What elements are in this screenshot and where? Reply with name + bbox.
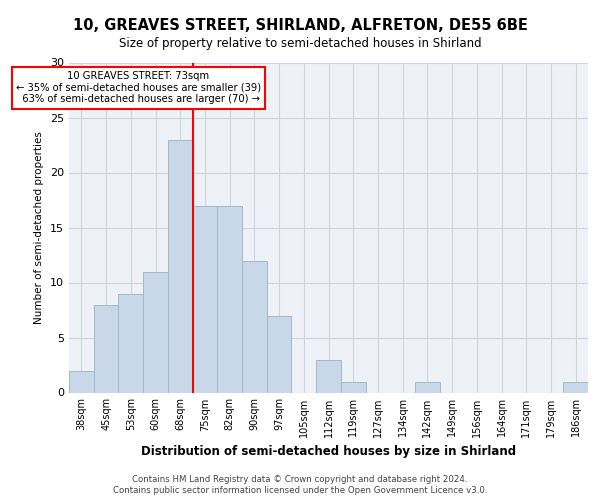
Bar — [168, 140, 193, 392]
Bar — [143, 272, 168, 392]
Bar — [118, 294, 143, 392]
Bar — [341, 382, 365, 392]
Text: Size of property relative to semi-detached houses in Shirland: Size of property relative to semi-detach… — [119, 38, 481, 51]
Bar — [316, 360, 341, 392]
Bar — [69, 370, 94, 392]
X-axis label: Distribution of semi-detached houses by size in Shirland: Distribution of semi-detached houses by … — [141, 445, 516, 458]
Text: Contains HM Land Registry data © Crown copyright and database right 2024.: Contains HM Land Registry data © Crown c… — [132, 475, 468, 484]
Bar — [242, 260, 267, 392]
Text: 10 GREAVES STREET: 73sqm
← 35% of semi-detached houses are smaller (39)
  63% of: 10 GREAVES STREET: 73sqm ← 35% of semi-d… — [16, 72, 261, 104]
Y-axis label: Number of semi-detached properties: Number of semi-detached properties — [34, 131, 44, 324]
Bar — [193, 206, 217, 392]
Text: 10, GREAVES STREET, SHIRLAND, ALFRETON, DE55 6BE: 10, GREAVES STREET, SHIRLAND, ALFRETON, … — [73, 18, 527, 32]
Bar — [267, 316, 292, 392]
Bar — [415, 382, 440, 392]
Bar — [94, 304, 118, 392]
Bar — [563, 382, 588, 392]
Bar — [217, 206, 242, 392]
Text: Contains public sector information licensed under the Open Government Licence v3: Contains public sector information licen… — [113, 486, 487, 495]
